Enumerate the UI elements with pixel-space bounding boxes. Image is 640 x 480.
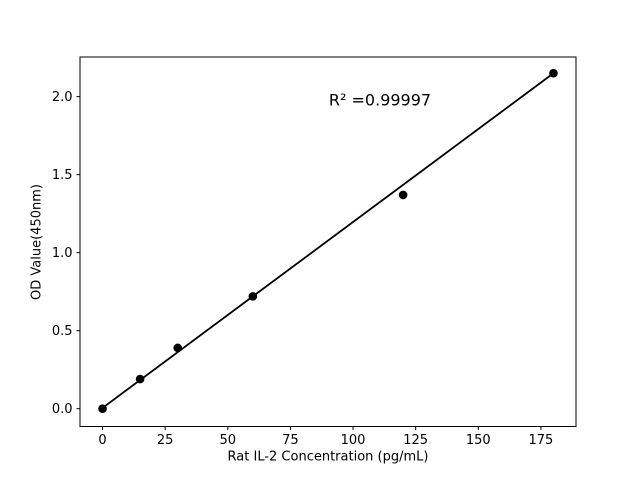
data-point <box>248 292 258 301</box>
x-tick-label: 175 <box>529 433 554 448</box>
data-point <box>135 374 145 384</box>
x-tick-label: 75 <box>282 433 299 448</box>
y-tick-label: 2.0 <box>52 90 73 105</box>
fit-line <box>101 72 555 409</box>
x-tick-label: 25 <box>157 433 174 448</box>
data-point <box>549 68 558 78</box>
data-point <box>173 343 182 353</box>
x-tick-label: 100 <box>341 433 366 448</box>
x-tick-label: 150 <box>466 433 491 448</box>
data-point <box>98 404 107 414</box>
y-tick-label: 0.5 <box>52 324 73 339</box>
x-axis-label: Rat IL-2 Concentration (pg/mL) <box>227 449 429 465</box>
data-point <box>398 190 408 200</box>
plot-frame <box>79 56 577 427</box>
y-axis-label: OD Value(450nm) <box>29 184 45 300</box>
y-tick-label: 1.0 <box>52 246 73 261</box>
x-tick-label: 0 <box>98 433 106 448</box>
x-tick-label: 125 <box>403 433 428 448</box>
y-tick-label: 0.0 <box>52 402 73 417</box>
y-tick-label: 1.5 <box>52 168 73 183</box>
r-squared-annotation: R² =0.99997 <box>328 90 432 110</box>
x-tick-label: 50 <box>220 433 237 448</box>
